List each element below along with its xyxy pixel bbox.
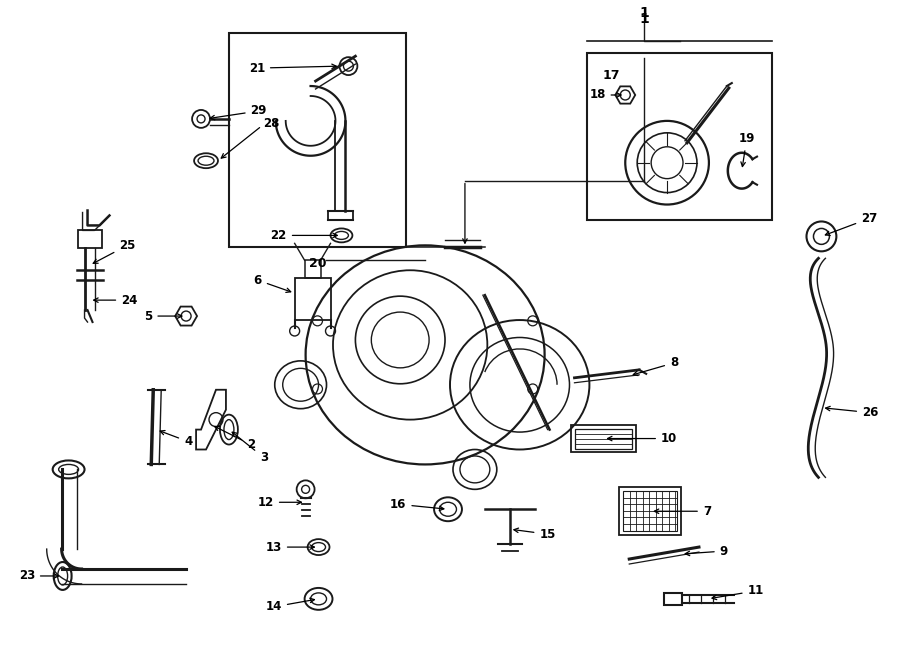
Text: 9: 9 <box>685 545 728 557</box>
Bar <box>229 33 406 248</box>
Text: 25: 25 <box>94 239 136 263</box>
Bar <box>294 278 330 320</box>
Text: 16: 16 <box>390 498 444 511</box>
Text: 24: 24 <box>94 294 138 307</box>
Text: 13: 13 <box>266 541 314 553</box>
Text: 12: 12 <box>257 496 302 509</box>
Text: 1: 1 <box>639 7 649 21</box>
Text: 22: 22 <box>271 229 338 242</box>
Text: 28: 28 <box>263 117 279 130</box>
Bar <box>304 260 320 278</box>
Text: 19: 19 <box>739 132 755 167</box>
Text: 18: 18 <box>590 89 621 101</box>
Text: 6: 6 <box>254 273 291 293</box>
Text: 8: 8 <box>634 356 679 375</box>
Bar <box>664 593 682 605</box>
Text: 20: 20 <box>309 257 327 270</box>
Text: 21: 21 <box>248 62 337 75</box>
Text: 7: 7 <box>654 504 711 518</box>
Text: 2: 2 <box>215 426 255 451</box>
Text: 26: 26 <box>825 406 878 419</box>
Text: 29: 29 <box>211 105 267 120</box>
Bar <box>588 53 771 220</box>
Text: 17: 17 <box>602 69 620 81</box>
Bar <box>572 424 636 453</box>
Bar <box>575 428 632 448</box>
Text: 14: 14 <box>266 598 314 613</box>
Text: 4: 4 <box>160 430 193 448</box>
Text: 10: 10 <box>608 432 677 445</box>
Text: 15: 15 <box>514 528 556 541</box>
Bar <box>77 230 103 248</box>
Text: 23: 23 <box>19 569 58 583</box>
Text: 11: 11 <box>712 585 764 600</box>
Bar <box>619 487 681 535</box>
Text: 27: 27 <box>825 212 878 236</box>
Text: 5: 5 <box>144 310 182 322</box>
Text: 3: 3 <box>232 432 268 464</box>
Text: 1: 1 <box>639 13 649 26</box>
Bar <box>624 491 677 531</box>
